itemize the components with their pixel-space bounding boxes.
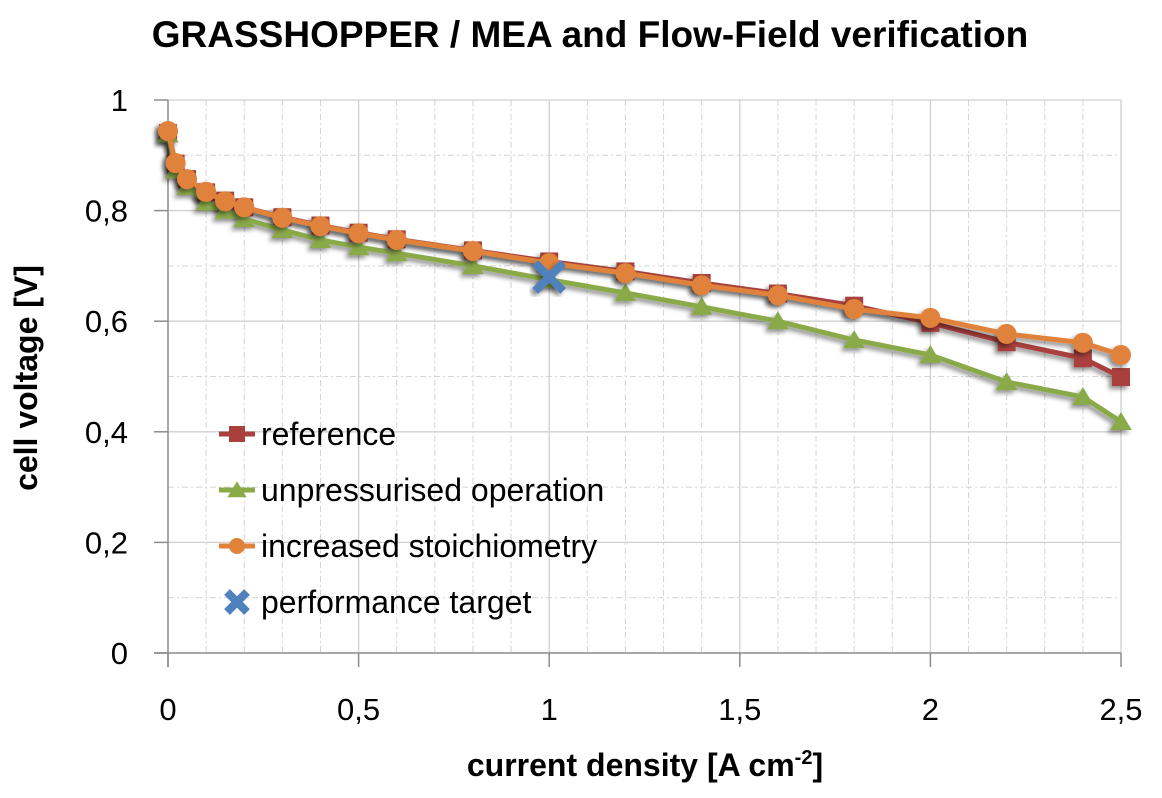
legend-marker-x-icon <box>224 589 250 615</box>
data-point-increased-stoichiometry <box>310 216 331 237</box>
gridlines <box>168 99 1122 653</box>
data-point-unpressurised-operation <box>690 296 713 315</box>
data-point-unpressurised-operation <box>843 330 865 349</box>
y-tick-label: 0 <box>111 636 128 671</box>
x-tick-label: 0,5 <box>337 692 380 727</box>
data-point-increased-stoichiometry <box>844 299 865 320</box>
chart-title: GRASSHOPPER / MEA and Flow-Field verific… <box>152 14 1028 55</box>
data-point-unpressurised-operation <box>233 208 256 227</box>
data-point-unpressurised-operation <box>271 220 294 239</box>
legend-item-reference: reference <box>219 416 396 452</box>
x-axis-title: current density [A cm-2] <box>467 747 823 783</box>
x-marker-stroke <box>224 589 250 615</box>
axes <box>154 99 1122 667</box>
x-axis-title-suffix: ] <box>812 747 823 783</box>
x-tick-labels: 0 0,5 1 1,5 2 2,5 <box>159 692 1142 727</box>
x-marker-stroke <box>532 260 567 294</box>
data-point-reference <box>1112 368 1130 387</box>
data-point-increased-stoichiometry <box>165 153 186 174</box>
x-tick-label: 1 <box>541 692 558 727</box>
data-point-unpressurised-operation <box>767 311 789 330</box>
legend-label: increased stoichiometry <box>261 528 597 564</box>
series-increased-stoichiometry <box>158 120 1131 365</box>
y-tick-label: 0,8 <box>85 194 128 229</box>
data-point-unpressurised-operation <box>1110 411 1132 430</box>
data-point-increased-stoichiometry <box>215 191 236 212</box>
data-point-increased-stoichiometry <box>348 223 369 244</box>
x-axis-title-main: current density [A cm <box>467 747 795 783</box>
data-point-performance-target <box>532 260 567 294</box>
data-point-unpressurised-operation <box>614 283 637 302</box>
y-axis-title: cell voltage [V] <box>8 265 44 491</box>
legend-marker-triangle-icon <box>227 481 247 498</box>
data-point-increased-stoichiometry <box>691 275 712 296</box>
series-line-reference <box>165 132 1123 380</box>
data-point-unpressurised-operation <box>462 256 484 274</box>
data-point-reference <box>1073 349 1092 368</box>
y-tick-label: 0,2 <box>85 525 128 560</box>
data-point-increased-stoichiometry <box>177 169 198 190</box>
legend: reference unpressurised operation increase… <box>219 416 604 620</box>
y-tick-label: 0,4 <box>85 415 128 450</box>
legend-item-performance-target: performance target <box>224 584 531 620</box>
legend-label: unpressurised operation <box>261 472 604 508</box>
legend-label: performance target <box>261 584 531 620</box>
data-point-increased-stoichiometry <box>196 181 217 202</box>
data-point-increased-stoichiometry <box>767 285 788 306</box>
x-tick-label: 2 <box>922 692 939 727</box>
data-point-unpressurised-operation <box>347 237 370 256</box>
x-axis-title-superscript: -2 <box>795 747 813 769</box>
data-point-increased-stoichiometry <box>158 120 178 141</box>
series-group <box>157 120 1132 430</box>
data-point-increased-stoichiometry <box>1111 344 1131 365</box>
data-point-unpressurised-operation <box>385 243 408 262</box>
y-tick-label: 1 <box>111 83 128 118</box>
data-point-increased-stoichiometry <box>1072 332 1093 353</box>
data-point-increased-stoichiometry <box>920 307 941 328</box>
x-tick-label: 2,5 <box>1099 692 1142 727</box>
legend-item-unpressurised-operation: unpressurised operation <box>219 472 604 508</box>
data-point-increased-stoichiometry <box>615 263 636 284</box>
series-reference <box>159 124 1130 387</box>
data-point-increased-stoichiometry <box>272 207 293 228</box>
data-point-increased-stoichiometry <box>386 229 407 250</box>
data-point-unpressurised-operation <box>995 372 1018 391</box>
x-tick-label: 1,5 <box>718 692 761 727</box>
data-point-unpressurised-operation <box>919 345 942 364</box>
y-tick-labels: 0 0,2 0,4 0,6 0,8 1 <box>85 83 128 671</box>
legend-label: reference <box>261 416 396 452</box>
series-performance-target <box>532 260 567 294</box>
legend-marker-square-icon <box>229 426 245 442</box>
legend-item-increased-stoichiometry: increased stoichiometry <box>219 528 597 564</box>
legend-marker-circle-icon <box>229 538 245 554</box>
data-point-increased-stoichiometry <box>996 323 1017 344</box>
x-tick-label: 0 <box>159 692 176 727</box>
data-point-increased-stoichiometry <box>462 240 483 261</box>
data-point-unpressurised-operation <box>309 230 332 249</box>
y-tick-label: 0,6 <box>85 304 128 339</box>
data-point-unpressurised-operation <box>1072 387 1094 406</box>
data-point-increased-stoichiometry <box>234 197 255 218</box>
